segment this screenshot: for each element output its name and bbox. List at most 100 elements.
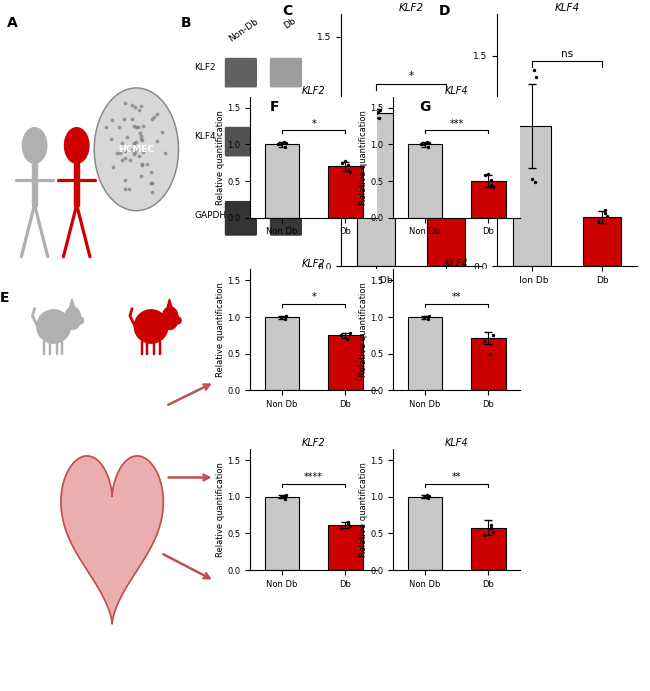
Point bbox=[336, 330, 346, 341]
Point bbox=[422, 493, 433, 504]
Point bbox=[422, 141, 433, 152]
Text: D: D bbox=[439, 3, 450, 18]
Point bbox=[343, 160, 354, 171]
Point bbox=[343, 518, 354, 529]
Circle shape bbox=[22, 128, 47, 163]
Point bbox=[280, 310, 291, 321]
Point bbox=[422, 137, 432, 148]
FancyBboxPatch shape bbox=[270, 58, 302, 88]
Point bbox=[345, 328, 356, 339]
Text: **: ** bbox=[452, 292, 461, 303]
Text: HCMEC: HCMEC bbox=[118, 145, 154, 154]
Point bbox=[444, 166, 454, 177]
Point bbox=[423, 310, 434, 321]
Y-axis label: Relative quantification: Relative quantification bbox=[359, 283, 368, 377]
Point bbox=[488, 181, 499, 192]
Point bbox=[482, 168, 493, 179]
Y-axis label: KLF2 / GAPDH: KLF2 / GAPDH bbox=[306, 108, 315, 171]
Y-axis label: Relative quantification: Relative quantification bbox=[216, 462, 225, 557]
Bar bbox=[513, 126, 551, 266]
Point bbox=[485, 348, 495, 359]
Point bbox=[486, 174, 497, 185]
Point bbox=[280, 490, 291, 501]
Point bbox=[436, 172, 447, 183]
Point bbox=[600, 205, 610, 216]
FancyBboxPatch shape bbox=[225, 201, 257, 236]
Text: C: C bbox=[283, 3, 292, 18]
Title: KLF2: KLF2 bbox=[302, 258, 326, 269]
Text: F: F bbox=[270, 100, 280, 114]
Point bbox=[280, 141, 290, 152]
Ellipse shape bbox=[64, 307, 81, 330]
Title: KLF2: KLF2 bbox=[302, 438, 326, 448]
Bar bbox=[471, 527, 506, 570]
Point bbox=[276, 312, 287, 323]
Y-axis label: Relative quantification: Relative quantification bbox=[216, 110, 225, 205]
Ellipse shape bbox=[135, 310, 168, 343]
Title: KLF4: KLF4 bbox=[445, 438, 469, 448]
Point bbox=[336, 522, 346, 533]
Point bbox=[342, 334, 352, 345]
Point bbox=[279, 491, 289, 502]
Bar bbox=[408, 317, 443, 390]
Point bbox=[345, 167, 356, 178]
Point bbox=[488, 329, 499, 340]
Title: KLF2: KLF2 bbox=[398, 3, 424, 13]
Text: KLF2: KLF2 bbox=[194, 63, 216, 72]
Point bbox=[343, 517, 353, 528]
Ellipse shape bbox=[78, 317, 84, 324]
Text: Db: Db bbox=[282, 17, 298, 31]
Bar bbox=[265, 497, 300, 570]
Point bbox=[479, 529, 489, 540]
Point bbox=[370, 108, 381, 119]
Point bbox=[531, 71, 541, 82]
Point bbox=[343, 164, 353, 176]
Point bbox=[423, 491, 434, 502]
Point bbox=[446, 176, 456, 187]
Bar bbox=[583, 217, 621, 266]
Point bbox=[339, 155, 350, 166]
Text: Non-Db: Non-Db bbox=[227, 17, 260, 43]
Point bbox=[280, 138, 291, 149]
Point bbox=[374, 112, 384, 123]
Point bbox=[280, 313, 290, 324]
FancyBboxPatch shape bbox=[270, 201, 302, 236]
Point bbox=[419, 491, 430, 502]
FancyBboxPatch shape bbox=[225, 127, 257, 156]
Point bbox=[479, 335, 489, 346]
Point bbox=[419, 139, 430, 150]
Point bbox=[415, 139, 426, 150]
Ellipse shape bbox=[162, 307, 178, 330]
Text: A: A bbox=[6, 17, 18, 30]
Bar bbox=[471, 181, 506, 218]
Bar bbox=[408, 144, 443, 218]
Point bbox=[488, 527, 499, 538]
Point bbox=[530, 176, 540, 187]
Point bbox=[422, 313, 433, 324]
Text: G: G bbox=[419, 100, 430, 114]
Text: GAPDH: GAPDH bbox=[194, 211, 227, 220]
Bar bbox=[427, 174, 465, 266]
Ellipse shape bbox=[176, 317, 181, 324]
Point bbox=[479, 169, 489, 180]
Y-axis label: KLF4 / GAPDH: KLF4 / GAPDH bbox=[462, 108, 471, 171]
Point bbox=[345, 520, 356, 531]
Text: ***: *** bbox=[450, 119, 463, 129]
Title: KLF4: KLF4 bbox=[554, 3, 580, 13]
Polygon shape bbox=[61, 456, 163, 624]
Point bbox=[529, 64, 539, 75]
Point bbox=[373, 106, 384, 117]
Point bbox=[592, 216, 603, 227]
Point bbox=[602, 210, 612, 221]
Point bbox=[276, 491, 287, 502]
Text: *: * bbox=[311, 119, 316, 129]
Point bbox=[486, 519, 497, 530]
Point bbox=[526, 173, 537, 184]
Point bbox=[419, 312, 430, 323]
Bar bbox=[357, 113, 395, 266]
Point bbox=[486, 522, 496, 533]
Ellipse shape bbox=[37, 310, 70, 343]
Text: ns: ns bbox=[561, 48, 573, 59]
Point bbox=[272, 139, 283, 150]
FancyBboxPatch shape bbox=[225, 58, 257, 88]
